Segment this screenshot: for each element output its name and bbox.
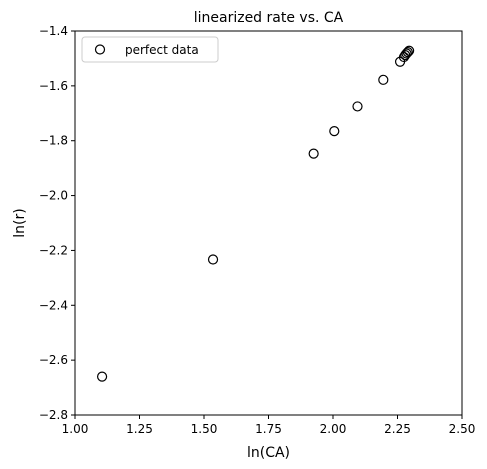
data-points	[96, 45, 415, 382]
x-tick-label: 2.25	[384, 422, 411, 436]
y-tick-label: −1.6	[39, 79, 68, 93]
axis-ticks: 1.00 1.25 1.50 1.75 2.00 2.25 2.50 −2.8 −2.6 −2.4…	[39, 24, 476, 436]
legend-marker	[94, 44, 106, 55]
data-point	[352, 101, 363, 112]
x-tick-label: 1.50	[191, 422, 218, 436]
x-axis-label: ln(CA)	[247, 445, 290, 461]
chart-title: linearized rate vs. CA	[194, 10, 344, 26]
legend-label: perfect data	[125, 43, 199, 57]
data-point	[378, 74, 389, 85]
data-point	[308, 148, 319, 159]
y-tick-label: −2.8	[39, 408, 68, 422]
data-point	[402, 47, 413, 58]
y-tick-label: −1.8	[39, 134, 68, 148]
y-axis-label: ln(r)	[12, 208, 28, 237]
legend-box	[81, 36, 219, 63]
data-point	[207, 254, 219, 265]
plot-frame	[74, 30, 463, 416]
y-tick-label: −2.0	[39, 189, 68, 203]
legend: perfect data	[81, 36, 219, 63]
x-tick-label: 2.00	[320, 422, 347, 436]
data-point	[329, 126, 340, 137]
x-tick-label: 1.00	[62, 422, 89, 436]
y-tick-label: −2.4	[39, 298, 68, 312]
x-tick-label: 1.25	[126, 422, 153, 436]
x-tick-label: 2.50	[449, 422, 476, 436]
data-point	[96, 371, 108, 382]
x-tick-label: 1.75	[255, 422, 282, 436]
data-point	[404, 45, 415, 56]
data-point	[401, 48, 412, 59]
y-tick-label: −2.2	[39, 243, 68, 257]
y-tick-label: −1.4	[39, 24, 68, 38]
y-tick-label: −2.6	[39, 353, 68, 367]
